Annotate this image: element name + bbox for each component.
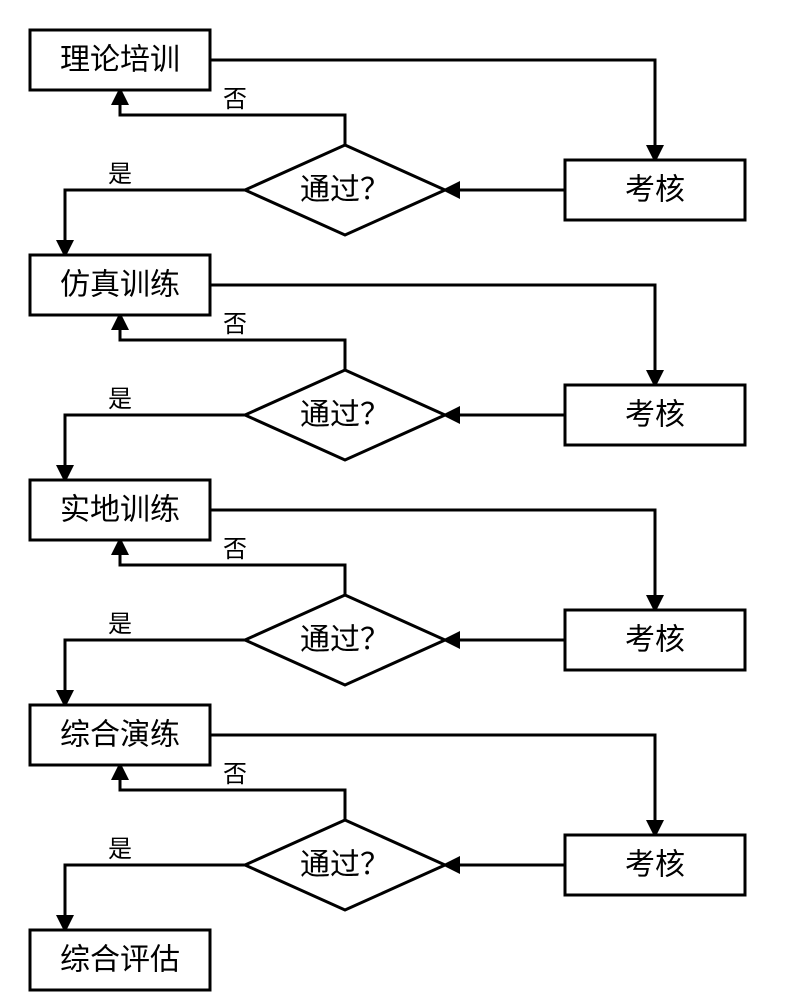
edge-d2-yes-s3	[65, 415, 245, 480]
node-label-assess2: 考核	[625, 399, 685, 432]
edge-s1-a1	[210, 60, 655, 160]
node-label-stage1: 理论培训	[60, 44, 180, 77]
node-label-dec3: 通过？	[300, 624, 390, 657]
edge-s2-a2	[210, 285, 655, 385]
edge-d4-yes-s5	[65, 865, 245, 930]
node-label-dec2: 通过？	[300, 399, 390, 432]
edge-d3-yes-s4	[65, 640, 245, 705]
edge-label-d1-no-s1: 否	[223, 87, 247, 113]
node-label-dec4: 通过？	[300, 849, 390, 882]
node-label-stage4: 综合演练	[60, 719, 180, 752]
edge-label-d4-no-s4: 否	[223, 762, 247, 788]
edge-label-d2-no-s2: 否	[223, 312, 247, 338]
edge-label-d3-yes-s4: 是	[108, 612, 132, 638]
training-flowchart: 否是否是否是否是理论培训考核通过？仿真训练考核通过？实地训练考核通过？综合演练考…	[0, 0, 807, 1000]
node-label-dec1: 通过？	[300, 174, 390, 207]
edge-d1-yes-s2	[65, 190, 245, 255]
edge-label-d1-yes-s2: 是	[108, 162, 132, 188]
edge-s3-a3	[210, 510, 655, 610]
node-label-stage3: 实地训练	[60, 494, 180, 527]
node-label-stage2: 仿真训练	[60, 269, 180, 302]
node-label-assess4: 考核	[625, 849, 685, 882]
node-label-assess3: 考核	[625, 624, 685, 657]
node-label-stage5: 综合评估	[60, 944, 180, 977]
node-label-assess1: 考核	[625, 174, 685, 207]
edge-label-d2-yes-s3: 是	[108, 387, 132, 413]
edge-label-d4-yes-s5: 是	[108, 837, 132, 863]
edge-label-d3-no-s3: 否	[223, 537, 247, 563]
edge-s4-a4	[210, 735, 655, 835]
